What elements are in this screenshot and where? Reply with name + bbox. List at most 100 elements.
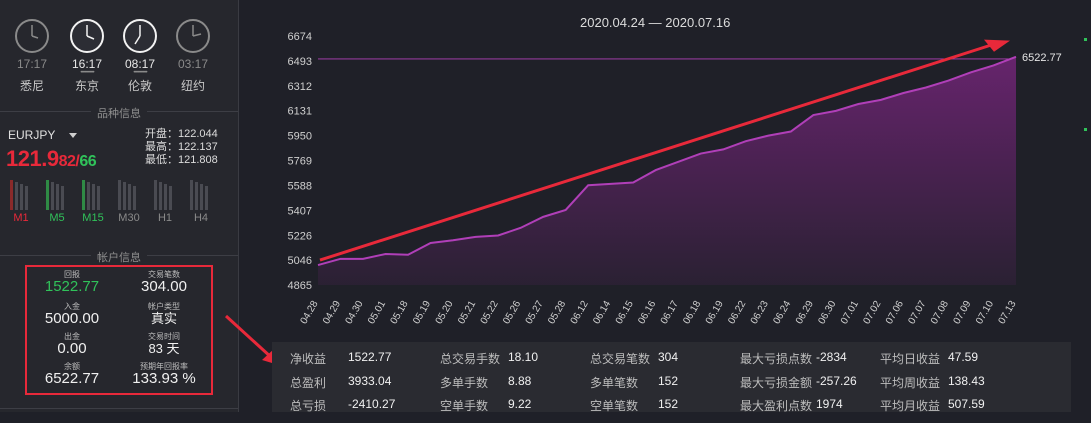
stat-item: 空单手数 9.22 (440, 397, 531, 414)
trend-arrow (319, 42, 995, 262)
x-tick-label: 06.23 (749, 299, 771, 327)
equity-chart-svg: 4865 5046 5226 5407 5588 5769 5950 6131 6312 6493… (288, 31, 1062, 327)
stat-item: 总交易笔数 304 (590, 350, 678, 367)
stat-value: -257.26 (816, 374, 857, 388)
x-tick-label: 05.20 (434, 299, 456, 327)
x-tick-label: 04.28 (299, 299, 321, 327)
stat-label: 总盈利 (290, 376, 327, 390)
x-tick-label: 05.28 (546, 299, 568, 327)
clock-city: 东京 (74, 79, 99, 93)
y-tick-label: 6312 (288, 81, 312, 93)
stat-label: 总交易手数 (440, 352, 501, 366)
stat-label: 平均周收益 (880, 376, 941, 390)
clock-icon (15, 19, 49, 53)
stat-label: 净收益 (290, 352, 327, 366)
ohlc-panel: 开盘：122.044 最高：122.137 最低：121.808 (145, 128, 218, 167)
clock-city: 纽约 (180, 79, 205, 93)
y-tick-label: 6674 (288, 31, 312, 43)
x-tick-label: 05.27 (524, 299, 546, 327)
clock-time: 16:17 (71, 57, 103, 71)
x-tick-label: 06.24 (771, 299, 793, 327)
signal-bars-icon (190, 180, 212, 210)
stat-value: 1522.77 (348, 350, 392, 364)
timeframe-m5[interactable]: M5 (44, 180, 70, 224)
equity-chart: 2020.04.24 — 2020.07.16 4865 5046 5226 5407… (240, 0, 1091, 340)
low-price: 最低：121.808 (145, 154, 218, 166)
stat-label: 总交易笔数 (590, 352, 651, 366)
account-type-cell: 帐户类型 真实 (148, 302, 180, 326)
stat-value: -2410.27 (348, 397, 396, 411)
balance-cell: 余额 6522.77 (44, 362, 100, 387)
clock-london: 08:17 •••••••••••• 伦敦 (114, 18, 166, 94)
stat-label: 平均月收益 (880, 399, 941, 413)
stat-label: 空单手数 (440, 399, 489, 413)
stat-value: 507.59 (948, 397, 985, 411)
trend-arrow-head (984, 39, 1010, 52)
stat-label: 多单手数 (440, 376, 489, 390)
timeframe-h4[interactable]: H4 (188, 180, 214, 224)
x-tick-label: 07.02 (861, 299, 883, 327)
x-tick-label: 06.16 (636, 299, 658, 327)
x-tick-label: 05.22 (479, 299, 501, 327)
profit-cell: 回报 1522.77 (44, 270, 100, 295)
stat-item: 平均日收益 47.59 (880, 350, 978, 367)
clock-time: 03:17 (177, 57, 209, 71)
stat-item: 多单笔数 152 (590, 374, 678, 391)
stat-value: -2834 (816, 350, 847, 364)
signal-bars-icon (154, 180, 176, 210)
stat-value: 9.22 (508, 397, 532, 411)
open-price: 开盘：122.044 (145, 128, 218, 140)
timeframe-m15[interactable]: M15 (80, 180, 106, 224)
y-tick-label: 4865 (288, 280, 312, 292)
chevron-down-icon (69, 133, 78, 139)
timeframe-h1[interactable]: H1 (152, 180, 178, 224)
trading-time-cell: 交易时间 83 天 (148, 332, 180, 356)
x-tick-label: 07.09 (952, 299, 974, 327)
clock-time: 17:17 (16, 57, 48, 71)
stat-value: 138.43 (948, 374, 985, 388)
signal-bars-icon (82, 180, 104, 210)
stat-item: 多单手数 8.88 (440, 374, 531, 391)
stat-label: 空单笔数 (590, 399, 639, 413)
stat-item: 平均周收益 138.43 (880, 374, 985, 391)
stat-value: 1974 (816, 397, 843, 411)
x-tick-label: 06.30 (816, 299, 838, 327)
x-tick-label: 05.19 (411, 299, 433, 327)
timeframe-m1[interactable]: M1 (8, 180, 34, 224)
timeframe-label: H1 (157, 212, 173, 224)
clock-underline: •••••••••••• (133, 70, 147, 76)
stat-value: 152 (658, 397, 679, 411)
x-tick-label: 07.01 (839, 299, 861, 327)
clock-tokyo: 16:17 •••••••••••• 东京 (61, 18, 113, 94)
stat-label: 总亏损 (290, 399, 327, 413)
x-tick-label: 07.08 (929, 299, 951, 327)
clock-underline: •••••••••••• (80, 70, 94, 76)
clock-city: 悉尼 (19, 79, 44, 93)
annual-return-cell: 预期年回报率 133.93 % (132, 362, 196, 387)
stat-item: 净收益 1522.77 (290, 350, 391, 367)
y-tick-label: 6493 (288, 56, 312, 68)
clock-icon (70, 19, 104, 53)
section-title-account: 帐户信息 (0, 252, 238, 270)
timeframe-m30[interactable]: M30 (116, 180, 142, 224)
timeframe-label: M30 (118, 212, 140, 224)
stat-item: 最大盈利点数 1974 (740, 397, 843, 414)
y-tick-label: 5407 (288, 205, 312, 217)
x-tick-label: 06.12 (569, 299, 591, 327)
high-price: 最高：122.137 (145, 141, 218, 153)
withdraw-cell: 出金 0.00 (57, 332, 87, 357)
statistics-table: 净收益 1522.77 总交易手数 18.10 总交易笔数 304 最大亏损点数 -2834 平… (272, 342, 1071, 414)
clock-icon (123, 19, 157, 53)
symbol-selector[interactable]: EURJPY (8, 128, 78, 142)
stat-value: 18.10 (508, 350, 539, 364)
timeframe-label: M5 (49, 212, 65, 224)
x-tick-label: 06.17 (659, 299, 681, 327)
deposit-cell: 入金 5000.00 (44, 302, 100, 327)
equity-line (317, 55, 1017, 267)
stat-label: 多单笔数 (590, 376, 639, 390)
x-tick-label: 07.07 (906, 299, 928, 327)
x-tick-label: 06.22 (726, 299, 748, 327)
stat-value: 304 (658, 350, 679, 364)
x-tick-label: 07.13 (997, 299, 1019, 327)
stat-value: 8.88 (508, 374, 532, 388)
